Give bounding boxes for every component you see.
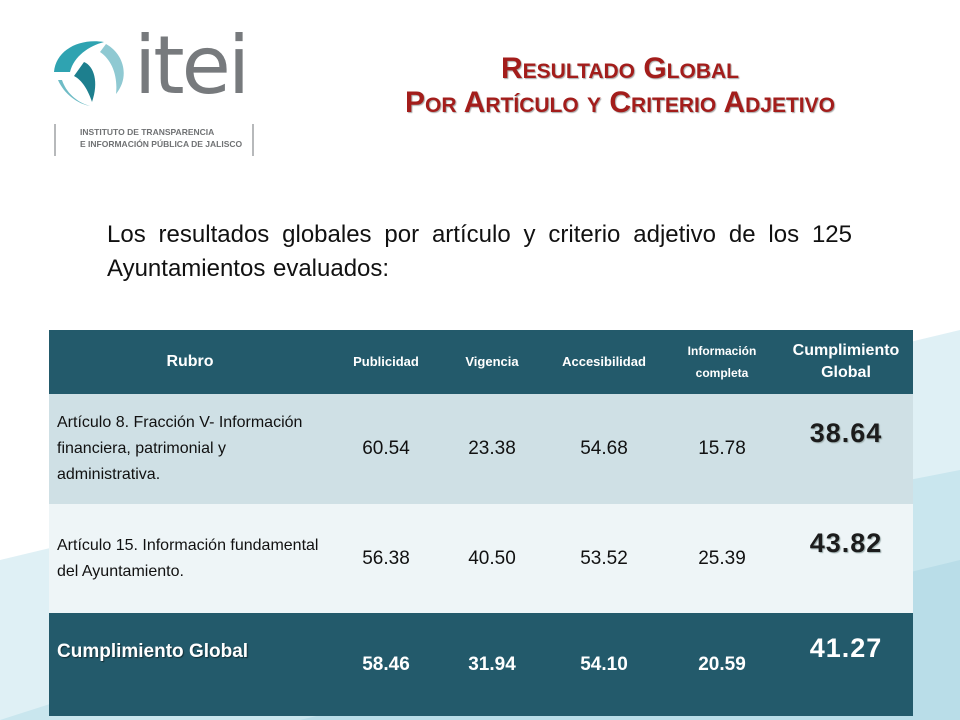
row-rubro: Artículo 8. Fracción V- Información fina… [49,394,331,504]
header-accesibilidad: Accesibilidad [543,330,665,394]
cell-informacion-completa: 15.78 [665,394,779,504]
cell-cumplimiento-global: 38.64 [779,394,913,504]
cell-vigencia: 23.38 [441,394,543,504]
total-cumplimiento-global: 41.27 [779,613,913,716]
title-line1: Resultado Global [500,52,740,85]
total-publicidad: 58.46 [331,613,441,716]
header-rubro: Rubro [49,330,331,394]
cell-accesibilidad: 54.68 [543,394,665,504]
cell-accesibilidad: 53.52 [543,504,665,613]
header-publicidad: Publicidad [331,330,441,394]
logo-wordmark: itei [134,19,250,112]
total-accesibilidad: 54.10 [543,613,665,716]
header-vigencia: Vigencia [441,330,543,394]
logo-emblem-icon [54,41,124,106]
logo-subtitle-line1: INSTITUTO DE TRANSPARENCIA [80,127,215,137]
table-row: Artículo 15. Información fundamental del… [49,504,913,613]
logo-subtitle-line2: E INFORMACIÓN PÚBLICA DE JALISCO [80,139,243,149]
row-rubro: Artículo 15. Información fundamental del… [49,504,331,613]
cell-vigencia: 40.50 [441,504,543,613]
total-vigencia: 31.94 [441,613,543,716]
table-total-row: Cumplimiento Global 58.46 31.94 54.10 20… [49,613,913,716]
header-cumplimiento-global: Cumplimiento Global [779,330,913,394]
cell-informacion-completa: 25.39 [665,504,779,613]
cell-publicidad: 60.54 [331,394,441,504]
cell-publicidad: 56.38 [331,504,441,613]
itei-logo: itei INSTITUTO DE TRANSPARENCIA E INFORM… [44,19,274,163]
total-informacion-completa: 20.59 [665,613,779,716]
header-informacion-completa: Información completa [665,330,779,394]
cell-cumplimiento-global: 43.82 [779,504,913,613]
total-rubro: Cumplimiento Global [49,613,331,716]
page-title: Resultado Global Por Artículo y Criterio… [300,52,940,120]
logo-subtitle: INSTITUTO DE TRANSPARENCIA E INFORMACIÓN… [54,124,254,156]
results-table: Rubro Publicidad Vigencia Accesibilidad … [49,330,913,716]
table-header-row: Rubro Publicidad Vigencia Accesibilidad … [49,330,913,394]
intro-text: Los resultados globales por artículo y c… [107,221,852,282]
table-row: Artículo 8. Fracción V- Información fina… [49,394,913,504]
title-line2: Por Artículo y Criterio Adjetivo [405,86,835,119]
